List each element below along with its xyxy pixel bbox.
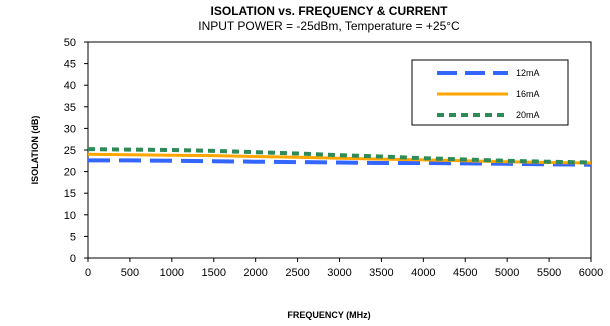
x-tick-label: 6000 — [579, 267, 603, 279]
x-tick-label: 3500 — [369, 267, 393, 279]
x-axis-label: FREQUENCY (MHz) — [287, 310, 370, 320]
chart-title: ISOLATION vs. FREQUENCY & CURRENT — [211, 4, 449, 18]
y-axis: 0 5 10 15 20 25 30 35 40 45 50 — [64, 37, 88, 265]
series-line-16ma — [87, 152, 592, 165]
y-axis-label: ISOLATION (dB) — [30, 116, 40, 185]
x-tick-label: 5500 — [537, 267, 561, 279]
x-tick-label: 2500 — [285, 267, 309, 279]
x-tick-label: 1500 — [202, 267, 226, 279]
chart-subtitle: INPUT POWER = -25dBm, Temperature = +25°… — [198, 19, 460, 33]
x-tick-label: 1000 — [160, 267, 184, 279]
x-tick-label: 4500 — [453, 267, 477, 279]
legend-label-12ma: 12mA — [516, 68, 540, 78]
y-tick-label: 0 — [70, 253, 76, 265]
legend-label-16ma: 16mA — [516, 89, 540, 99]
series-line-12ma — [88, 158, 592, 167]
y-tick-label: 30 — [64, 123, 76, 135]
x-tick-label: 500 — [121, 267, 139, 279]
legend: 12mA 16mA 20mA — [411, 59, 569, 126]
x-tick-label: 2000 — [243, 267, 267, 279]
legend-label-20ma: 20mA — [516, 110, 540, 120]
x-axis: 0 500 1000 1500 2000 2500 3000 3500 4000 4500 5000… — [85, 258, 603, 279]
x-tick-label: 0 — [85, 267, 91, 279]
y-tick-label: 40 — [64, 80, 76, 92]
x-tick-label: 4000 — [411, 267, 435, 279]
y-tick-label: 20 — [64, 167, 76, 179]
y-tick-label: 5 — [70, 231, 76, 243]
y-tick-label: 10 — [64, 210, 76, 222]
series-layer — [87, 147, 592, 167]
y-tick-label: 35 — [64, 102, 76, 114]
x-tick-label: 3000 — [327, 267, 351, 279]
y-tick-label: 25 — [64, 145, 76, 157]
y-tick-label: 15 — [64, 188, 76, 200]
y-tick-label: 50 — [64, 37, 76, 49]
x-tick-label: 5000 — [495, 267, 519, 279]
y-tick-label: 45 — [64, 59, 76, 71]
